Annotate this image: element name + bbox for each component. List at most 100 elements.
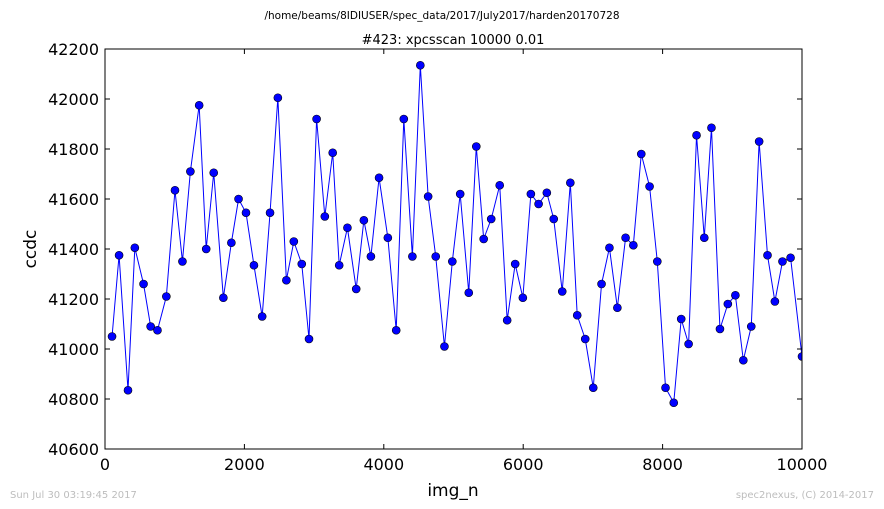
data-point xyxy=(423,192,433,201)
x-tick-label: 8000 xyxy=(642,455,683,474)
data-point xyxy=(273,93,283,103)
chart-title: #423: xpcsscan 10000 0.01 xyxy=(362,33,545,48)
data-point xyxy=(107,332,117,341)
y-tick-label: 42000 xyxy=(48,90,99,109)
data-point xyxy=(597,279,606,289)
data-point xyxy=(265,208,275,218)
data-point xyxy=(661,383,670,393)
data-point xyxy=(320,212,330,221)
data-point xyxy=(241,208,251,218)
data-point xyxy=(566,178,575,188)
data-point xyxy=(219,293,228,303)
data-point xyxy=(572,310,582,320)
data-point xyxy=(486,214,496,224)
data-point xyxy=(114,250,124,260)
data-point xyxy=(699,233,709,243)
data-point xyxy=(770,297,780,306)
data-point xyxy=(534,199,543,209)
data-point xyxy=(502,315,512,325)
data-point xyxy=(692,130,701,140)
data-point xyxy=(431,252,441,261)
data-point xyxy=(209,168,219,178)
data-point xyxy=(669,398,679,408)
data-point xyxy=(416,60,425,70)
y-tick-label: 40800 xyxy=(48,390,99,409)
y-tick-label: 41200 xyxy=(48,290,99,309)
data-point xyxy=(518,293,528,303)
data-point xyxy=(526,189,536,199)
data-point xyxy=(731,290,740,300)
data-point xyxy=(652,257,662,266)
x-tick-label: 2000 xyxy=(224,455,265,474)
data-point xyxy=(194,100,204,110)
y-tick-label: 40600 xyxy=(48,440,99,459)
data-point xyxy=(676,314,686,324)
data-point xyxy=(257,312,267,321)
data-point xyxy=(707,123,716,133)
data-point xyxy=(684,339,693,349)
plot-area xyxy=(107,60,803,408)
y-tick-label: 41400 xyxy=(48,240,99,259)
data-point xyxy=(334,260,344,270)
data-point xyxy=(739,355,748,365)
data-point xyxy=(366,252,376,261)
data-point xyxy=(448,257,457,266)
data-point xyxy=(162,292,171,301)
data-point xyxy=(359,215,369,225)
data-point xyxy=(629,240,638,250)
data-point xyxy=(123,385,133,395)
x-tick-label: 4000 xyxy=(363,455,404,474)
data-point xyxy=(605,243,614,253)
data-point xyxy=(351,284,361,294)
data-point xyxy=(312,114,321,124)
data-point xyxy=(130,243,140,253)
data-point xyxy=(715,324,725,334)
data-point xyxy=(139,279,148,289)
data-point xyxy=(391,325,401,335)
y-axis: 40600 40800 41000 41200 41400 41600 41800 42000… xyxy=(48,40,802,459)
data-point xyxy=(374,173,384,183)
data-point xyxy=(399,114,409,124)
series-markers xyxy=(107,60,802,408)
data-point xyxy=(495,180,505,190)
data-point xyxy=(383,233,393,243)
data-point xyxy=(408,252,417,261)
data-point xyxy=(471,142,481,151)
data-point xyxy=(763,250,772,260)
data-point xyxy=(170,185,180,195)
data-point xyxy=(588,383,598,393)
data-point xyxy=(746,322,756,331)
data-point xyxy=(304,334,314,344)
x-tick-label: 6000 xyxy=(503,455,544,474)
data-point xyxy=(343,223,352,233)
data-point xyxy=(786,253,795,263)
data-point xyxy=(510,259,520,269)
data-point xyxy=(328,148,338,158)
data-point xyxy=(778,257,787,266)
data-point xyxy=(282,275,291,285)
data-point xyxy=(754,137,764,146)
data-point xyxy=(234,194,243,204)
data-point xyxy=(153,325,162,335)
x-tick-label: 10000 xyxy=(777,455,828,474)
data-point xyxy=(723,299,733,309)
data-point xyxy=(613,303,622,313)
x-axis: 0 2000 4000 6000 8000 10000 xyxy=(100,49,828,474)
data-point xyxy=(186,167,195,176)
data-point xyxy=(201,244,211,254)
data-point xyxy=(289,237,299,246)
file-path-header: /home/beams/8IDIUSER/spec_data/2017/July… xyxy=(264,10,619,22)
data-point xyxy=(557,287,567,296)
series-line xyxy=(111,65,803,405)
y-tick-label: 42200 xyxy=(48,40,99,59)
x-tick-label: 0 xyxy=(100,455,110,474)
x-axis-label: img_n xyxy=(427,481,478,501)
footer-timestamp: Sun Jul 30 03:19:45 2017 xyxy=(10,490,137,501)
y-axis-label: ccdc xyxy=(21,230,41,269)
data-point xyxy=(645,182,654,191)
data-point xyxy=(636,149,646,159)
data-point xyxy=(297,259,307,269)
data-point xyxy=(464,288,474,298)
y-tick-label: 41800 xyxy=(48,140,99,159)
